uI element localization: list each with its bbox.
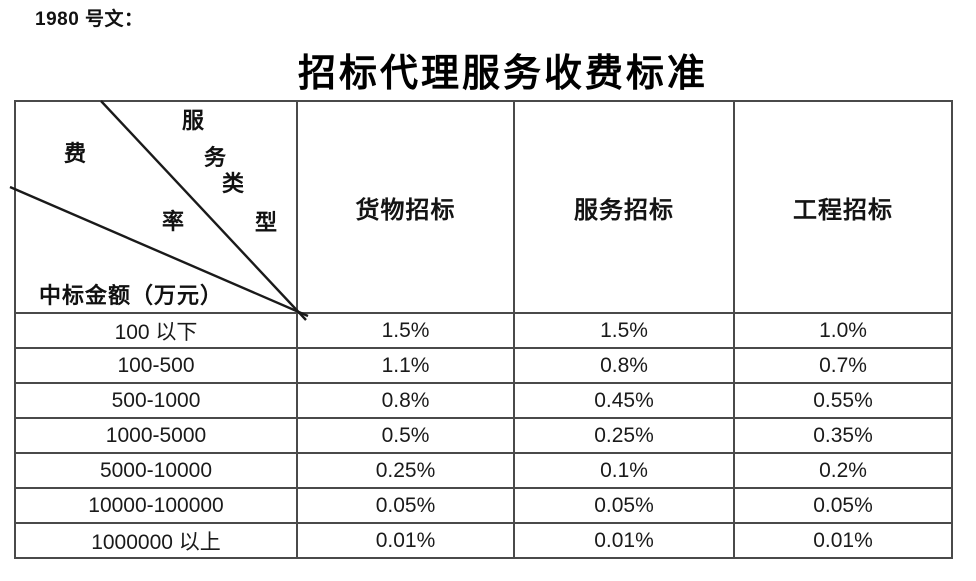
- doc-ref-label: 1980 号文：: [35, 9, 144, 30]
- fee-value-cell: 0.7%: [733, 347, 953, 384]
- fee-standard-table: 服 务 类 型 费 率 中标金额（万元） 货物招标 服务招标 工程招标 100 …: [9, 100, 953, 559]
- fee-value-cell: 0.25%: [513, 417, 735, 454]
- row-range-label: 1000-5000: [14, 417, 298, 454]
- fee-value-cell: 0.45%: [513, 382, 735, 419]
- fee-value-cell: 0.05%: [296, 487, 515, 524]
- fee-value-cell: 0.05%: [733, 487, 953, 524]
- fee-value-cell: 0.1%: [513, 452, 735, 489]
- diagonal-lines: [9, 100, 309, 321]
- fee-value-cell: 0.8%: [513, 347, 735, 384]
- fee-value-cell: 0.25%: [296, 452, 515, 489]
- table-row: 100-500 1.1% 0.8% 0.7%: [14, 347, 953, 384]
- row-range-label: 100-500: [14, 347, 298, 384]
- fee-value-cell: 1.5%: [296, 312, 515, 349]
- table-row: 10000-100000 0.05% 0.05% 0.05%: [14, 487, 953, 524]
- fee-value-cell: 0.35%: [733, 417, 953, 454]
- service-type-char: 型: [255, 210, 278, 235]
- fee-value-cell: 0.01%: [513, 522, 735, 559]
- page-title: 招标代理服务收费标准: [297, 53, 708, 95]
- service-type-char: 服: [182, 108, 205, 133]
- table-row: 1000-5000 0.5% 0.25% 0.35%: [14, 417, 953, 454]
- table-row: 5000-10000 0.25% 0.1% 0.2%: [14, 452, 953, 489]
- fee-value-cell: 1.0%: [733, 312, 953, 349]
- fee-value-cell: 0.05%: [513, 487, 735, 524]
- column-header-engineering: 工程招标: [733, 100, 953, 314]
- row-range-label: 5000-10000: [14, 452, 298, 489]
- fee-value-cell: 0.01%: [296, 522, 515, 559]
- fee-value-cell: 0.2%: [733, 452, 953, 489]
- fee-value-cell: 0.5%: [296, 417, 515, 454]
- fee-value-cell: 1.5%: [513, 312, 735, 349]
- row-range-label: 500-1000: [14, 382, 298, 419]
- row-range-label: 100 以下: [14, 312, 298, 349]
- fee-value-cell: 1.1%: [296, 347, 515, 384]
- column-header-goods: 货物招标: [296, 100, 515, 314]
- column-header-service: 服务招标: [513, 100, 735, 314]
- service-type-char: 务: [204, 145, 227, 170]
- corner-header-cell: 服 务 类 型 费 率 中标金额（万元）: [9, 100, 309, 321]
- table-row: 1000000 以上 0.01% 0.01% 0.01%: [14, 522, 953, 559]
- fee-value-cell: 0.55%: [733, 382, 953, 419]
- fee-value-cell: 0.01%: [733, 522, 953, 559]
- row-range-label: 10000-100000: [14, 487, 298, 524]
- header-row: 服 务 类 型 费 率 中标金额（万元） 货物招标 服务招标 工程招标: [9, 100, 953, 321]
- fee-value-cell: 0.8%: [296, 382, 515, 419]
- fee-rate-char: 率: [162, 209, 185, 234]
- table-row: 500-1000 0.8% 0.45% 0.55%: [14, 382, 953, 419]
- amount-axis-label: 中标金额（万元）: [39, 283, 224, 308]
- fee-rate-char: 费: [64, 141, 87, 166]
- service-type-char: 类: [222, 171, 245, 196]
- row-range-label: 1000000 以上: [14, 522, 298, 559]
- diagonal-corner: 服 务 类 型 费 率 中标金额（万元）: [9, 100, 309, 321]
- table-row: 100 以下 1.5% 1.5% 1.0%: [14, 312, 953, 349]
